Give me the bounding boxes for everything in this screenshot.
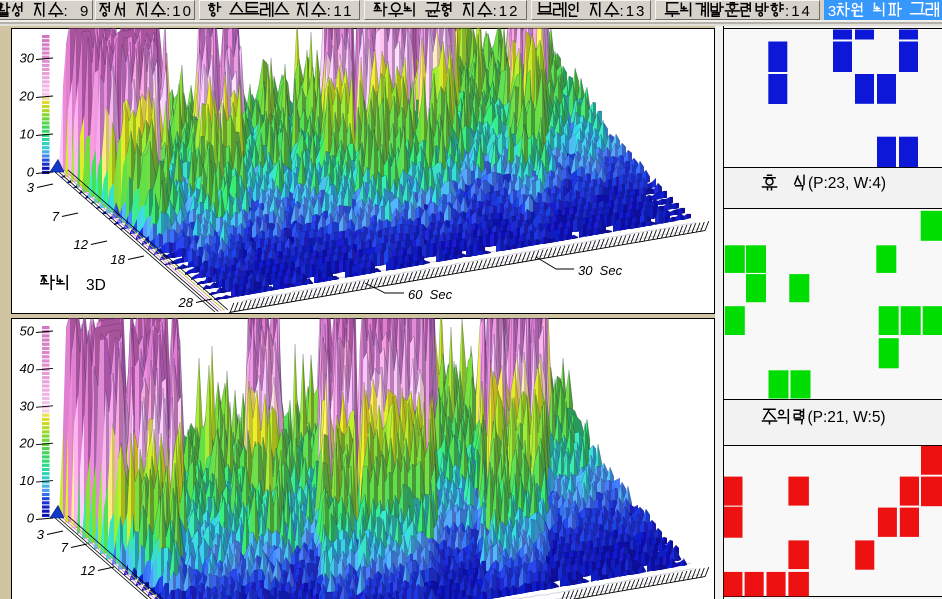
svg-text:3: 3: [37, 527, 45, 542]
svg-text:50: 50: [20, 324, 35, 339]
svg-text:3D: 3D: [86, 277, 106, 294]
svg-text:20: 20: [19, 89, 35, 104]
svg-text::13: :13: [620, 3, 645, 20]
svg-text::12: :12: [493, 3, 518, 20]
svg-text:40: 40: [20, 361, 35, 376]
svg-text:30: 30: [20, 398, 35, 413]
svg-text::14: :14: [785, 3, 810, 20]
svg-text:(P:21, W:5): (P:21, W:5): [808, 409, 886, 426]
svg-text:10: 10: [20, 127, 35, 142]
svg-text:20: 20: [19, 436, 35, 451]
svg-text:30: 30: [20, 51, 35, 66]
svg-text::10: :10: [166, 3, 191, 20]
svg-text:0: 0: [27, 165, 35, 180]
svg-text:60 Sec: 60 Sec: [408, 287, 453, 302]
svg-text:12: 12: [74, 237, 89, 252]
svg-text:12: 12: [81, 563, 96, 578]
svg-text:(P:23, W:4): (P:23, W:4): [808, 175, 886, 192]
svg-text:3: 3: [828, 3, 836, 20]
svg-text:0: 0: [27, 511, 35, 526]
svg-text:10: 10: [20, 473, 35, 488]
svg-text:7: 7: [52, 209, 60, 224]
svg-text::11: :11: [327, 3, 352, 20]
svg-text:3: 3: [27, 180, 35, 195]
svg-text:: 9: : 9: [64, 3, 89, 20]
svg-text:30 Sec: 30 Sec: [578, 263, 623, 278]
svg-text:18: 18: [111, 252, 126, 267]
svg-text:7: 7: [61, 540, 69, 555]
svg-text:28: 28: [178, 295, 194, 310]
